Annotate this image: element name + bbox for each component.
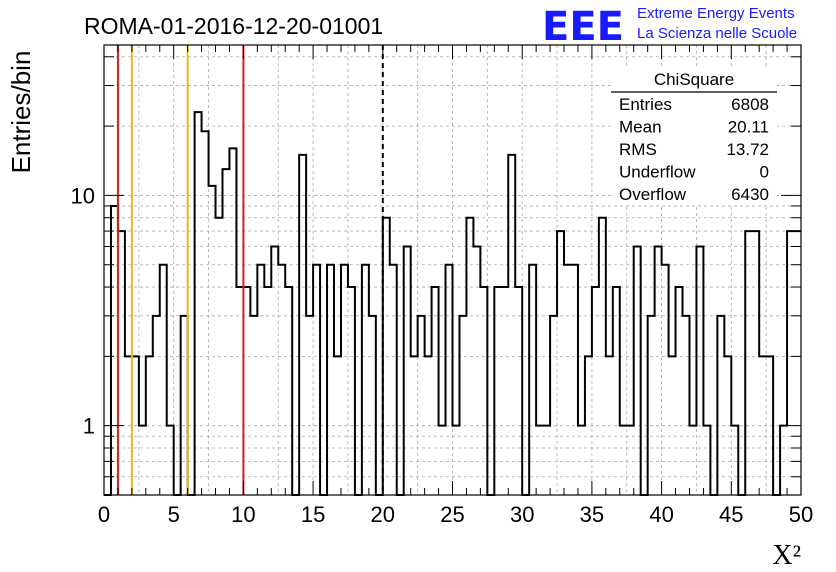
histogram-line [104, 111, 801, 496]
stats-label: Underflow [619, 163, 696, 182]
stats-label: RMS [619, 140, 657, 159]
stats-label: Entries [619, 95, 672, 114]
chart-title: ROMA-01-2016-12-20-01001 [84, 13, 383, 39]
stats-box-background [611, 67, 777, 204]
stats-label: Mean [619, 118, 662, 137]
stats-label: Overflow [619, 185, 687, 204]
x-axis-label: X² [772, 540, 801, 571]
stats-value: 20.11 [728, 118, 769, 137]
x-tick-label: 30 [510, 502, 534, 527]
logo-text: EEE [542, 4, 624, 50]
stats-rows: Entries 6808 Mean 20.11 RMS 13.72 Underflow 0 Ov… [619, 95, 769, 204]
histogram [104, 111, 801, 496]
y-axis-label: Entries/bin [6, 51, 36, 174]
stats-value: 6430 [731, 185, 769, 204]
x-tick-label: 50 [789, 502, 813, 527]
x-tick-label: 5 [168, 502, 180, 527]
y-tick-labels: 1 10 [71, 183, 95, 438]
plot-frame [103, 44, 802, 496]
x-tick-label: 10 [231, 502, 255, 527]
stats-box: ChiSquare Entries 6808 Mean 20.11 RMS 13.72 Un… [611, 67, 777, 204]
y-tick-label: 10 [71, 183, 95, 208]
x-tick-label: 15 [301, 502, 325, 527]
eee-logo: EEE Extreme Energy Events La Scienza nel… [542, 4, 797, 50]
x-tick-label: 40 [649, 502, 673, 527]
x-tick-label: 35 [580, 502, 604, 527]
x-tick-label: 45 [719, 502, 743, 527]
y-tick-label: 1 [83, 414, 95, 439]
reference-lines [116, 45, 384, 495]
stats-value: 0 [760, 163, 769, 182]
x-tick-label: 25 [440, 502, 464, 527]
logo-line1: Extreme Energy Events [637, 5, 795, 22]
stats-value: 13.72 [726, 140, 769, 159]
x-tick-label: 20 [371, 502, 395, 527]
stats-value: 6808 [731, 95, 769, 114]
x-tick-label: 0 [98, 502, 110, 527]
logo-line2: La Scienza nelle Scuole [637, 25, 797, 42]
stats-box-title: ChiSquare [654, 70, 734, 89]
x-tick-labels: 0 5 10 15 20 25 30 35 40 45 50 [98, 502, 813, 527]
